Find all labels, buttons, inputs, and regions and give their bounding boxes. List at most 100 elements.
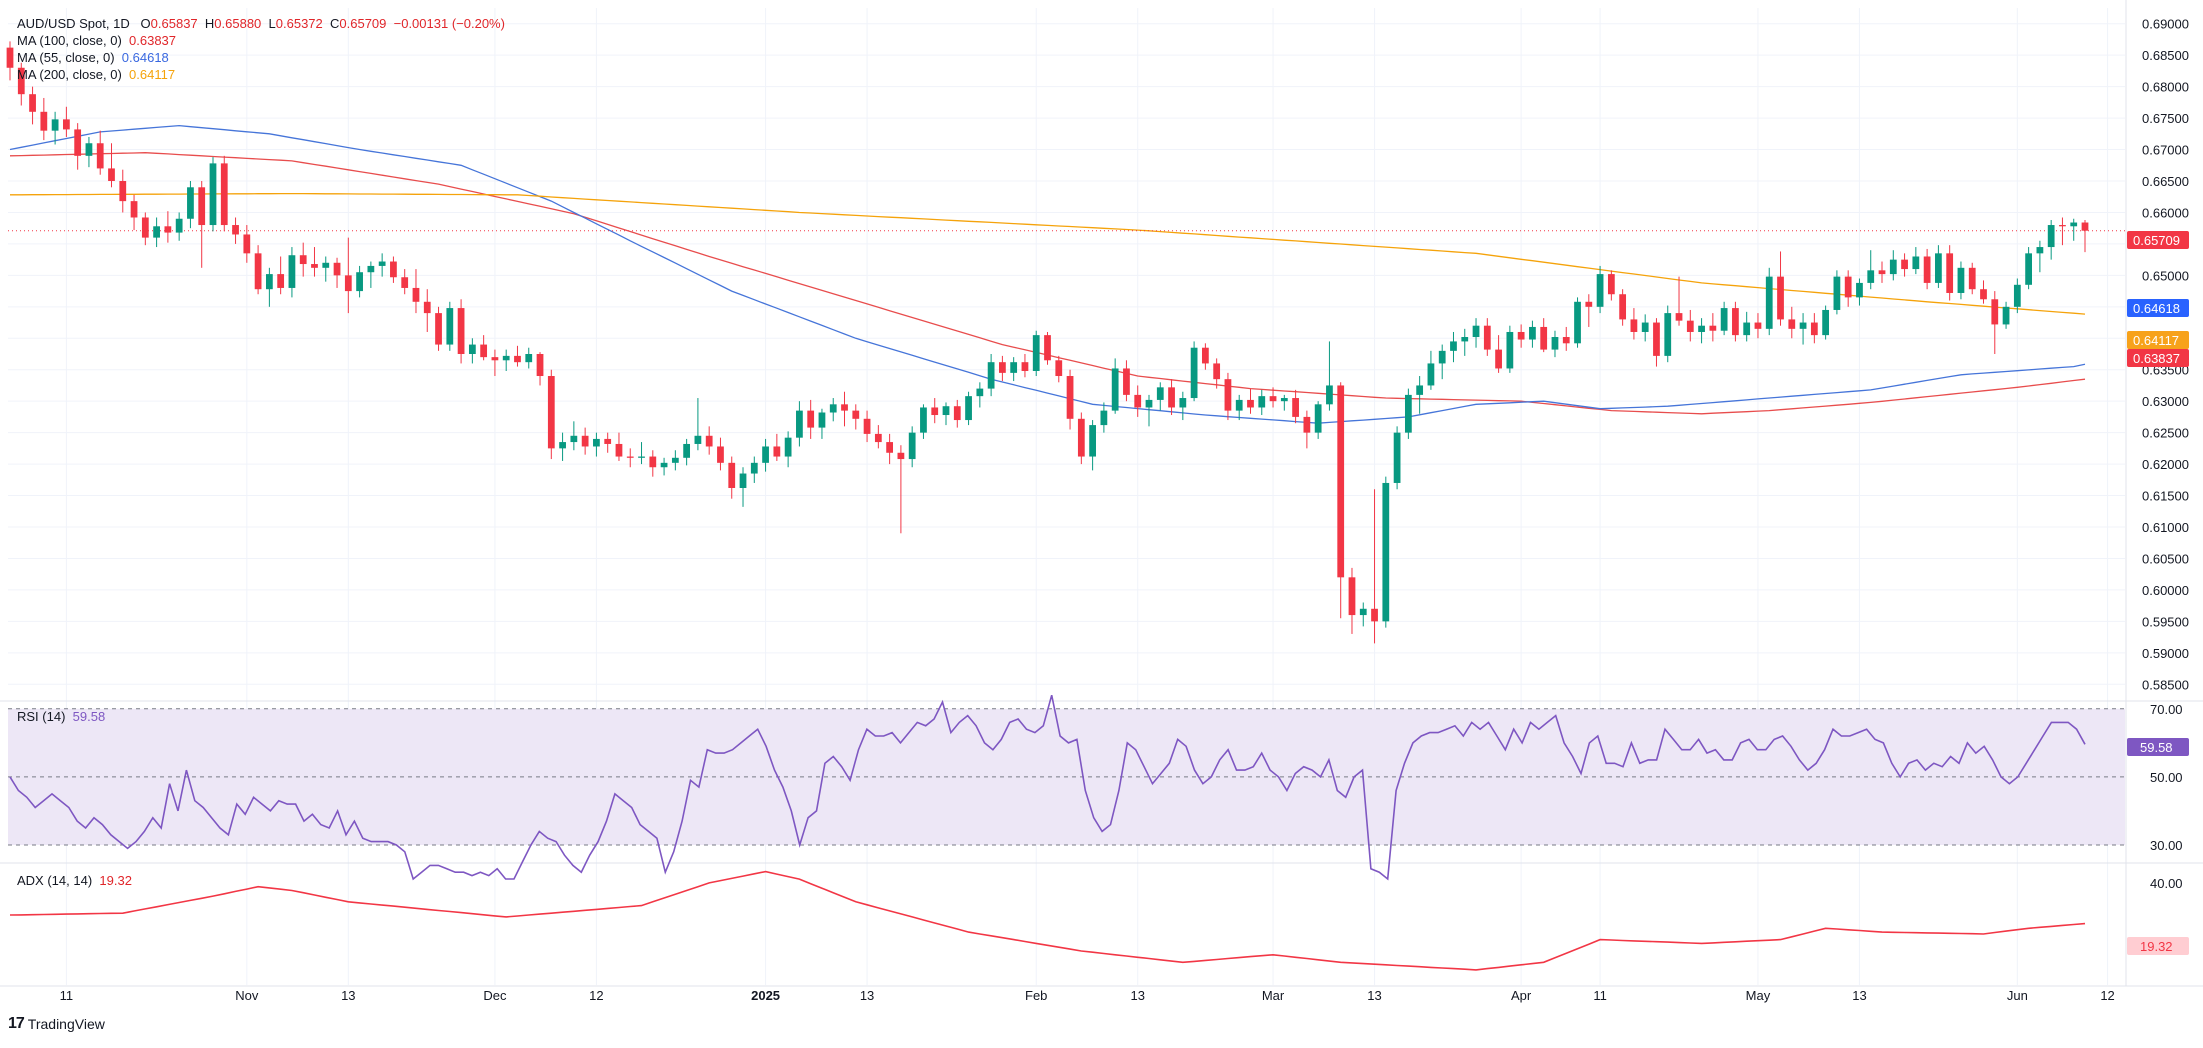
candle-body [807, 410, 815, 428]
candle-body [660, 462, 668, 468]
candle-body [29, 94, 36, 112]
rsi-tick-label: 30.00 [2150, 838, 2183, 853]
candle-body [1438, 350, 1446, 364]
candle [96, 130, 104, 175]
candle-body [1912, 256, 1920, 270]
candle [1506, 325, 1514, 373]
candle [2036, 240, 2044, 273]
candle-body [1675, 313, 1683, 321]
candle [1156, 382, 1164, 411]
candle-body [1901, 259, 1908, 270]
candle-body [987, 362, 995, 389]
candle [457, 299, 465, 364]
candle-body [1810, 322, 1818, 336]
candle [1416, 376, 1424, 414]
candle [593, 432, 600, 457]
candle-body [2025, 253, 2032, 285]
candle-body [1201, 347, 1209, 364]
candle [344, 237, 352, 314]
candle [660, 457, 668, 476]
candle [1607, 270, 1615, 301]
candle [1326, 341, 1333, 411]
candle [1371, 489, 1378, 644]
candle-body [1314, 404, 1322, 433]
price-tag-label: 0.63837 [2133, 351, 2180, 366]
candle-body [1686, 320, 1694, 332]
candle-body [232, 225, 239, 235]
candle [965, 391, 972, 426]
candle [232, 217, 239, 244]
candle-body [694, 435, 702, 444]
candle [1630, 308, 1638, 340]
candle-body [96, 143, 104, 169]
price-tick-label: 0.58500 [2142, 677, 2189, 692]
candle-body [796, 410, 803, 438]
candle [502, 349, 510, 371]
candle [367, 261, 375, 288]
candle-body [63, 119, 70, 130]
candle [942, 402, 950, 426]
candle-body [1156, 387, 1164, 400]
candle-body [874, 433, 882, 443]
candle [626, 448, 634, 468]
price-tag-bg [2127, 299, 2189, 317]
candle-body [1483, 325, 1491, 350]
candle-body [1607, 274, 1615, 295]
candle [750, 456, 758, 483]
candle [1438, 344, 1446, 380]
candle-body [1359, 608, 1367, 616]
candle-body [1190, 347, 1198, 399]
candle-body [1935, 253, 1942, 283]
adx-legend-value: 19.32 [99, 873, 132, 888]
candle-body [457, 308, 465, 354]
rsi-tick-label: 50.00 [2150, 770, 2183, 785]
rsi-value-tag-bg [2127, 738, 2189, 756]
close-value: 0.65709 [339, 16, 387, 31]
candle [852, 404, 860, 430]
candle [435, 306, 442, 351]
candle-body [762, 446, 769, 463]
candle-body [1833, 276, 1841, 310]
rsi-tick-label: 70.00 [2150, 702, 2183, 717]
price-tick-label: 0.68000 [2142, 80, 2189, 95]
candle [1044, 331, 1051, 365]
time-tick-label: Jun [2007, 988, 2028, 1003]
candle-body [401, 277, 409, 288]
candle-body [559, 442, 566, 449]
price-tick-label: 0.60500 [2142, 551, 2189, 566]
candle-body [1258, 396, 1266, 408]
candle [1247, 388, 1254, 414]
candle-body [119, 181, 127, 202]
candle [1698, 318, 1705, 344]
candle-body [367, 265, 375, 273]
candle-body [1889, 259, 1897, 275]
candle-body [51, 119, 59, 131]
time-tick-label: 12 [2100, 988, 2114, 1003]
candle [1720, 301, 1728, 336]
candle [886, 433, 894, 465]
candle-body [920, 407, 927, 433]
candle-body [1596, 274, 1604, 307]
candle [683, 438, 691, 466]
candle-body [1732, 308, 1739, 336]
candle [412, 269, 420, 314]
candle-body [1517, 331, 1525, 340]
ma100-value: 0.63837 [129, 33, 177, 48]
adx-line [9, 870, 2086, 971]
candle [299, 242, 307, 277]
candle-body [1213, 363, 1221, 380]
ma55-value: 0.64618 [121, 50, 169, 65]
candle-body [1168, 387, 1175, 408]
candle-body [74, 129, 82, 156]
tradingview-brand[interactable]: 17 TradingView [8, 1015, 105, 1033]
ma200-label: MA (200, close, 0) [17, 67, 122, 82]
candle [1529, 320, 1536, 348]
candle [1292, 389, 1299, 424]
candle [1844, 270, 1852, 307]
candle-body [942, 406, 950, 416]
candle-body [1269, 396, 1277, 402]
candle-body [502, 355, 510, 361]
price-tick-label: 0.62000 [2142, 457, 2189, 472]
